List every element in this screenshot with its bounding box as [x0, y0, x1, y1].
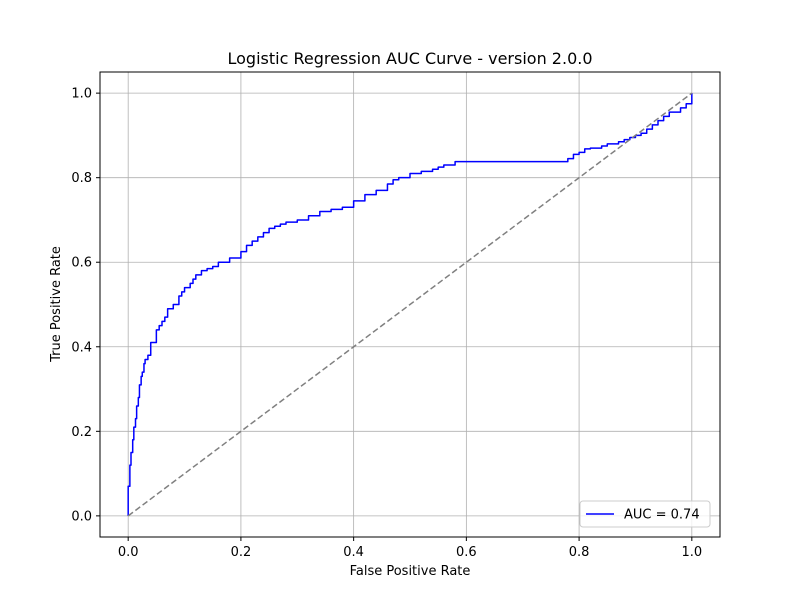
legend: AUC = 0.74 — [579, 500, 711, 528]
x-tick-label-0: 0.0 — [118, 545, 139, 560]
series-layer — [127, 92, 693, 517]
legend-label-0: AUC = 0.74 — [624, 508, 700, 523]
y-tick-label-4: 0.8 — [71, 171, 92, 186]
chart-title: Logistic Regression AUC Curve - version … — [227, 49, 592, 68]
x-tick-label-4: 0.8 — [569, 545, 590, 560]
y-tick-label-2: 0.4 — [71, 340, 92, 355]
legend-box — [579, 500, 711, 528]
roc-curve-line — [127, 93, 693, 516]
y-tick-label-0: 0.0 — [71, 509, 92, 524]
x-tick-label-2: 0.4 — [343, 545, 364, 560]
ticks: 0.0 0.2 0.4 0.6 0.8 1.0 0.0 0.2 0.4 0.6 0.8 1.0 — [71, 87, 702, 560]
x-tick-label-1: 0.2 — [231, 545, 252, 560]
y-tick-label-1: 0.2 — [71, 425, 92, 440]
x-tick-label-5: 1.0 — [681, 545, 702, 560]
plot-frame — [99, 71, 721, 538]
x-tick-label-3: 0.6 — [456, 545, 477, 560]
y-tick-label-5: 1.0 — [71, 87, 92, 102]
y-axis-label: True Positive Rate — [49, 246, 64, 363]
x-axis-label: False Positive Rate — [350, 564, 471, 579]
chance-diagonal-line — [127, 92, 693, 517]
y-tick-label-3: 0.6 — [71, 256, 92, 271]
